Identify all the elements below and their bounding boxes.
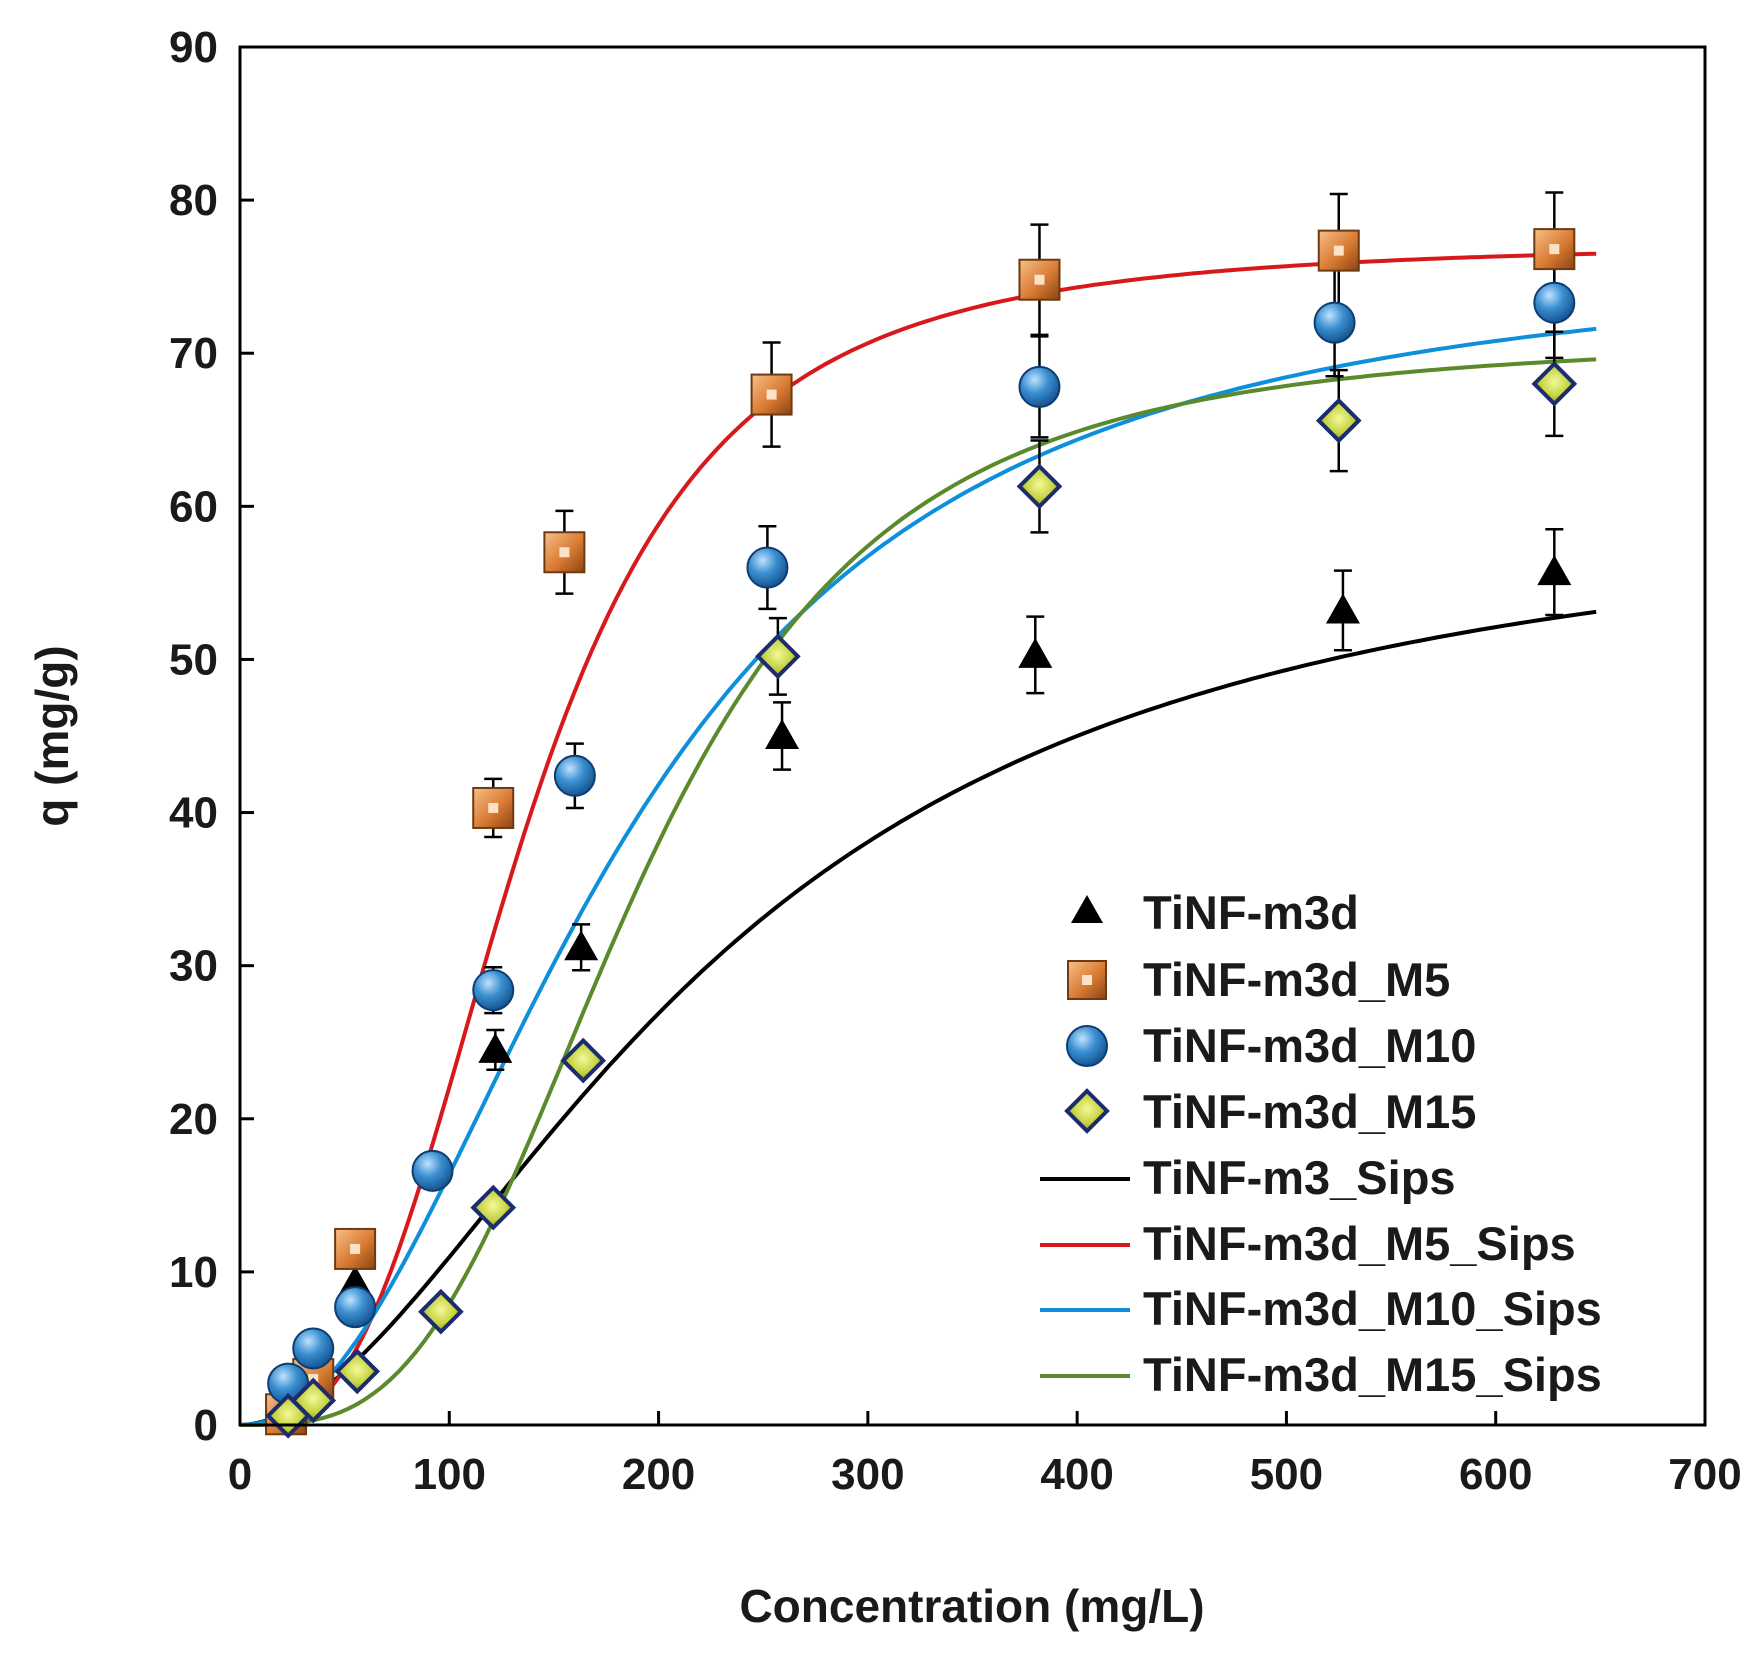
square-marker-center bbox=[488, 802, 499, 813]
legend-entry-tinf-m3d-m10: TiNF-m3d_M10 bbox=[1066, 1019, 1476, 1072]
legend-label: TiNF-m3d_M10 bbox=[1143, 1019, 1476, 1072]
y-axis-title: q (mg/g) bbox=[26, 645, 78, 826]
legend-label: TiNF-m3d_M15 bbox=[1143, 1085, 1476, 1138]
x-tick-label: 0 bbox=[228, 1450, 252, 1499]
square-marker bbox=[543, 531, 586, 574]
data-point-tinf-m3d bbox=[478, 1032, 513, 1063]
square-marker-center bbox=[559, 547, 570, 558]
data-point-tinf-m3d-m15 bbox=[290, 1377, 337, 1424]
legend-label: TiNF-m3d_M15_Sips bbox=[1143, 1348, 1602, 1401]
legend-triangle-marker bbox=[1071, 895, 1103, 923]
square-marker-center bbox=[350, 1243, 361, 1254]
data-point-tinf-m3d-m5 bbox=[472, 786, 515, 829]
data-point-tinf-m3d-m10 bbox=[334, 1286, 377, 1329]
x-tick-label: 500 bbox=[1250, 1450, 1323, 1499]
square-marker bbox=[472, 786, 515, 829]
y-tick-label: 70 bbox=[169, 329, 218, 378]
data-point-tinf-m3d-m10 bbox=[746, 546, 789, 589]
square-marker bbox=[750, 373, 793, 416]
x-tick-label: 700 bbox=[1668, 1450, 1741, 1499]
data-point-tinf-m3d bbox=[765, 719, 800, 749]
data-point-tinf-m3d bbox=[1537, 555, 1572, 586]
legend-square-marker-center bbox=[1082, 975, 1092, 985]
data-point-tinf-m3d-m15 bbox=[1016, 463, 1063, 510]
data-point-tinf-m3d-m15 bbox=[334, 1348, 381, 1395]
y-tick-label: 60 bbox=[169, 482, 218, 531]
square-marker-center bbox=[766, 389, 777, 400]
legend-entry-tinf-m3-sips: TiNF-m3_Sips bbox=[1040, 1151, 1456, 1204]
data-point-tinf-m3d-m10 bbox=[292, 1327, 335, 1370]
fit-curve-tinf-m3d-m15-sips bbox=[240, 357, 1597, 1427]
x-tick-label: 100 bbox=[413, 1450, 486, 1499]
legend-label: TiNF-m3d_M5_Sips bbox=[1143, 1217, 1576, 1270]
y-tick-label: 90 bbox=[169, 23, 218, 72]
data-point-tinf-m3d-m5 bbox=[1533, 228, 1576, 271]
legend-label: TiNF-m3d_M10_Sips bbox=[1143, 1282, 1602, 1335]
data-point-tinf-m3d bbox=[1325, 593, 1360, 624]
data-point-tinf-m3d-m15 bbox=[418, 1288, 464, 1335]
data-point-tinf-m3d-m5 bbox=[750, 373, 793, 416]
fit-curve-tinf-m3d-m10-sips bbox=[239, 326, 1597, 1427]
y-tick-label: 10 bbox=[169, 1248, 218, 1297]
legend-circle-marker bbox=[1066, 1025, 1108, 1067]
x-tick-label: 400 bbox=[1040, 1450, 1113, 1499]
data-point-tinf-m3d bbox=[1018, 637, 1053, 668]
legend-label: TiNF-m3_Sips bbox=[1143, 1151, 1456, 1204]
x-axis-title: Concentration (mg/L) bbox=[739, 1580, 1204, 1632]
data-point-tinf-m3d-m15 bbox=[1315, 397, 1362, 444]
data-point-tinf-m3d-m10 bbox=[553, 754, 596, 797]
legend-entry-tinf-m3d-m10-sips: TiNF-m3d_M10_Sips bbox=[1040, 1282, 1602, 1335]
square-marker-center bbox=[1549, 244, 1560, 255]
square-marker-center bbox=[1333, 245, 1344, 256]
data-point-tinf-m3d-m15 bbox=[470, 1184, 517, 1231]
data-point-tinf-m3d-m15 bbox=[1531, 361, 1578, 407]
y-tick-label: 0 bbox=[194, 1401, 218, 1450]
axis-ticks: 0 100 200 300 400 500 600 700 0 10 20 30 40 50 60 70 80 9… bbox=[169, 23, 1742, 1499]
legend-entry-tinf-m3d: TiNF-m3d bbox=[1071, 886, 1359, 939]
data-point-tinf-m3d-m10 bbox=[411, 1149, 454, 1192]
fit-curve-tinf-m3d-m5-sips bbox=[240, 251, 1597, 1427]
square-marker-center bbox=[1034, 274, 1045, 285]
plot-frame bbox=[238, 45, 1707, 1427]
y-tick-label: 30 bbox=[169, 942, 218, 991]
y-tick-label: 80 bbox=[169, 176, 218, 225]
legend-diamond-marker bbox=[1064, 1088, 1110, 1134]
data-point-tinf-m3d-m5 bbox=[1018, 258, 1061, 301]
fit-curves bbox=[239, 251, 1597, 1427]
data-point-tinf-m3d-m10 bbox=[1533, 281, 1576, 324]
x-tick-label: 200 bbox=[622, 1450, 695, 1499]
data-point-tinf-m3d-m5 bbox=[543, 531, 586, 574]
data-point-tinf-m3d bbox=[564, 930, 599, 961]
data-point-tinf-m3d-m5 bbox=[334, 1227, 377, 1270]
data-point-tinf-m3d-m15 bbox=[755, 633, 801, 680]
legend-label: TiNF-m3d bbox=[1143, 886, 1359, 939]
y-tick-label: 50 bbox=[169, 635, 218, 684]
fit-curve-tinf-m3-sips bbox=[239, 609, 1597, 1427]
x-tick-label: 300 bbox=[831, 1450, 904, 1499]
data-point-tinf-m3d-m10 bbox=[1018, 365, 1061, 408]
legend-label: TiNF-m3d_M5 bbox=[1143, 953, 1450, 1006]
legend-entry-tinf-m3d-m15-sips: TiNF-m3d_M15_Sips bbox=[1040, 1348, 1602, 1401]
legend-entry-tinf-m3d-m5: TiNF-m3d_M5 bbox=[1067, 953, 1450, 1006]
x-tick-label: 600 bbox=[1459, 1450, 1532, 1499]
data-point-tinf-m3d-m5 bbox=[1317, 229, 1360, 272]
data-point-tinf-m3d-m10 bbox=[1313, 301, 1356, 344]
y-tick-label: 40 bbox=[169, 789, 218, 838]
legend-entry-tinf-m3d-m5-sips: TiNF-m3d_M5_Sips bbox=[1040, 1217, 1576, 1270]
data-point-tinf-m3d-m15 bbox=[560, 1037, 607, 1084]
legend-entry-tinf-m3d-m15: TiNF-m3d_M15 bbox=[1064, 1085, 1476, 1138]
data-markers bbox=[265, 228, 1578, 1439]
y-tick-label: 20 bbox=[169, 1095, 218, 1144]
legend: TiNF-m3d TiNF-m3d_M5 TiNF-m3d_M10 TiNF-m… bbox=[1040, 886, 1602, 1401]
data-point-tinf-m3d-m10 bbox=[472, 969, 515, 1012]
